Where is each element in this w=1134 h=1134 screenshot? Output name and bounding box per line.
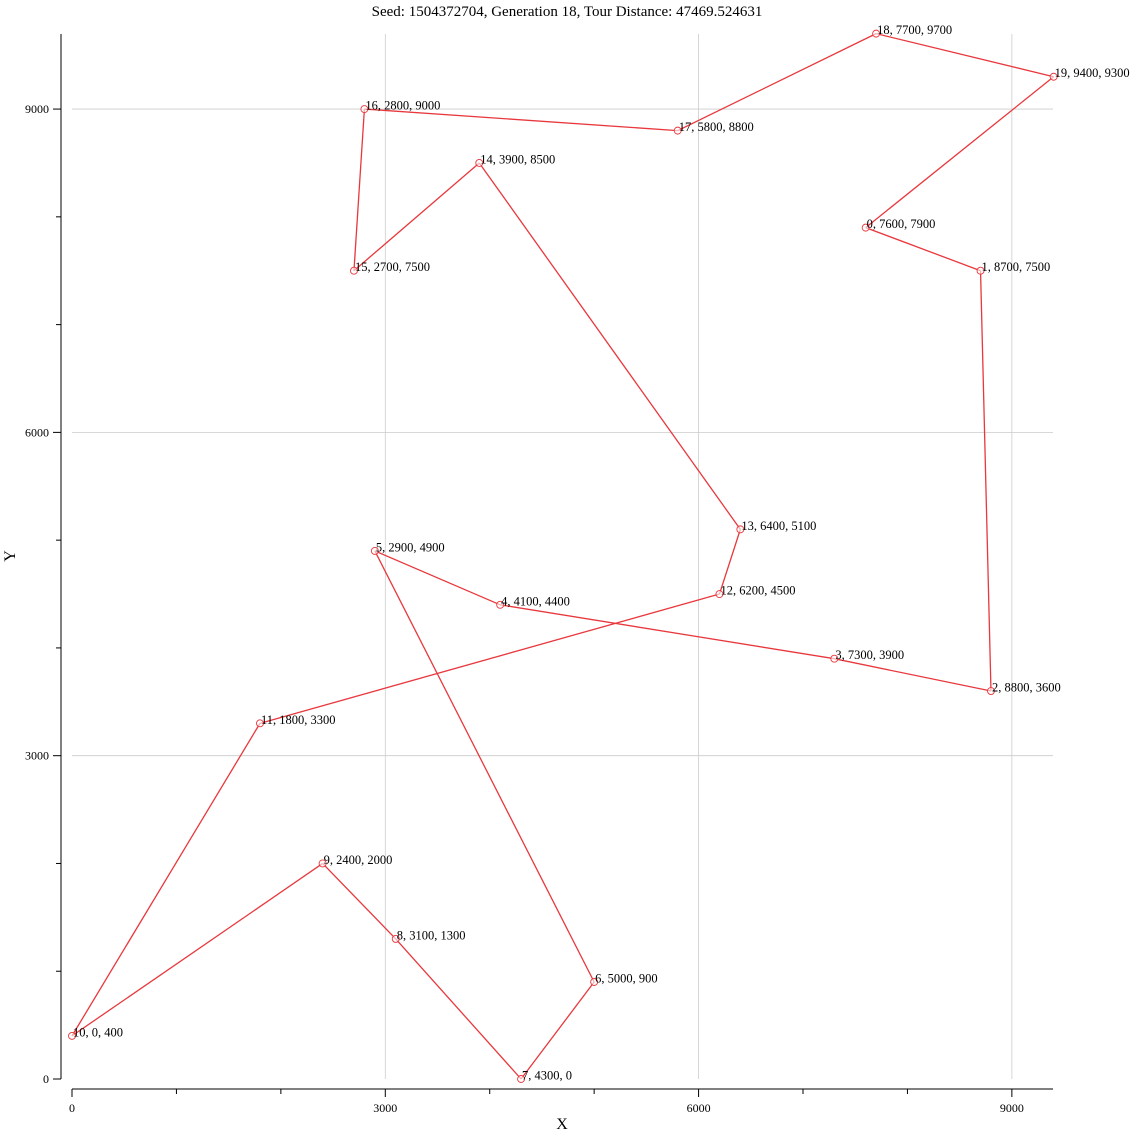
x-tick-label: 0 — [69, 1101, 75, 1115]
grid-lines — [72, 34, 1053, 1079]
city-marker — [318, 859, 327, 868]
city-marker — [350, 266, 358, 275]
tour-segment — [500, 604, 835, 660]
city-labels: 0, 7600, 7900 1, 8700, 7500 2, 8800, 3600 3… — [73, 23, 1130, 1082]
city-marker — [715, 590, 724, 598]
city-marker — [1049, 72, 1058, 81]
tour-segment — [374, 550, 501, 606]
city-label: 7, 4300, 0 — [522, 1069, 572, 1083]
y-tick-label: 6000 — [25, 425, 49, 439]
city-marker — [370, 546, 379, 555]
tour-segment — [677, 33, 877, 132]
city-label: 3, 7300, 3900 — [835, 648, 904, 662]
tour-segment — [478, 162, 741, 530]
city-marker — [872, 29, 881, 38]
city-marker — [496, 600, 505, 609]
city-label: 2, 8800, 3600 — [992, 681, 1061, 695]
tour-segment — [865, 227, 981, 272]
city-label: 4, 4100, 4400 — [501, 594, 570, 608]
chart-title: Seed: 1504372704, Generation 18, Tour Di… — [372, 4, 763, 20]
city-label: 10, 0, 400 — [73, 1025, 123, 1039]
y-tick-label: 0 — [43, 1072, 49, 1086]
city-label: 5, 2900, 4900 — [376, 540, 445, 554]
city-label: 13, 6400, 5100 — [741, 519, 816, 533]
city-marker — [475, 159, 484, 167]
city-label: 16, 2800, 9000 — [365, 99, 440, 113]
city-marker — [517, 1075, 525, 1083]
city-label: 8, 3100, 1300 — [397, 928, 466, 942]
city-marker — [391, 934, 400, 943]
city-label: 19, 9400, 9300 — [1055, 66, 1130, 80]
city-markers — [68, 29, 1058, 1083]
city-label: 14, 3900, 8500 — [480, 152, 555, 166]
city-marker — [256, 719, 264, 728]
x-tick-label: 6000 — [687, 1101, 711, 1115]
tour-segment — [364, 108, 678, 132]
city-label: 15, 2700, 7500 — [355, 260, 430, 274]
x-tick-label: 9000 — [1000, 1101, 1024, 1115]
tour-segment — [865, 76, 1055, 229]
tour-segment — [353, 162, 480, 272]
city-label: 1, 8700, 7500 — [982, 260, 1051, 274]
city-marker — [987, 687, 995, 695]
city-marker — [861, 223, 870, 232]
tour-segment — [71, 723, 261, 1037]
tour-segment — [875, 32, 1054, 78]
city-marker — [830, 654, 839, 663]
city-marker — [68, 1031, 76, 1040]
tour-segment — [395, 938, 522, 1080]
tour-route — [71, 32, 1055, 1080]
city-marker — [673, 126, 682, 135]
tour-segment — [71, 862, 324, 1037]
tour-segment — [322, 863, 397, 940]
x-tick-label: 3000 — [373, 1101, 397, 1115]
city-label: 9, 2400, 2000 — [324, 853, 393, 867]
city-label: 17, 5800, 8800 — [679, 120, 754, 134]
city-label: 11, 1800, 3300 — [261, 713, 336, 727]
tour-segment — [834, 658, 992, 692]
x-axis-title: X — [556, 1116, 568, 1133]
y-axis-title: Y — [2, 550, 19, 562]
city-label: 0, 7600, 7900 — [867, 217, 936, 231]
city-marker — [976, 266, 985, 275]
city-label: 18, 7700, 9700 — [877, 23, 952, 37]
tour-segment — [520, 981, 595, 1080]
city-label: 12, 6200, 4500 — [720, 584, 795, 598]
tour-segment — [718, 529, 741, 595]
city-marker — [360, 105, 369, 114]
city-marker — [736, 525, 745, 534]
tour-segment — [259, 593, 720, 724]
tour-segment — [353, 109, 366, 271]
y-tick-label: 9000 — [25, 102, 49, 116]
axes: 0 3000 6000 9000 0 3000 6000 9000 — [25, 34, 1053, 1115]
tour-segment — [979, 270, 992, 692]
y-tick-label: 3000 — [25, 749, 49, 763]
city-marker — [590, 978, 599, 986]
city-label: 6, 5000, 900 — [595, 972, 658, 986]
tour-segment — [374, 550, 595, 983]
